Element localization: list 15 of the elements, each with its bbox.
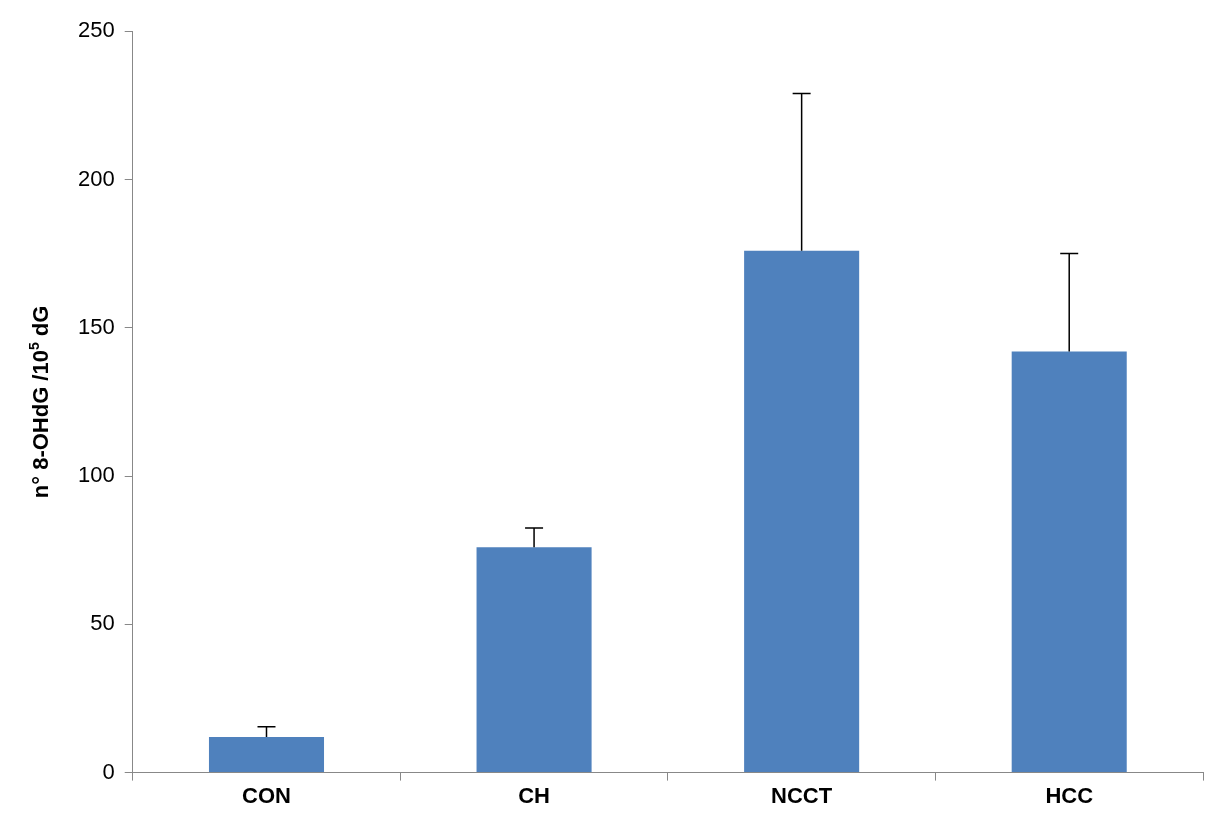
bar [208, 737, 325, 773]
y-tick-label: 200 [77, 165, 115, 191]
x-tick-label: NCCT [771, 782, 833, 808]
y-tick-label: 0 [102, 758, 115, 784]
x-tick-label: CH [518, 782, 550, 808]
x-tick-label: CON [242, 782, 291, 808]
y-tick-label: 150 [77, 313, 115, 339]
x-tick-label: HCC [1045, 782, 1094, 808]
y-tick-label: 250 [77, 17, 115, 43]
y-tick-label: 100 [77, 462, 115, 488]
bar [744, 250, 860, 773]
bar [1011, 351, 1127, 773]
y-tick-label: 50 [90, 610, 115, 636]
bar [476, 547, 592, 773]
y-axis-title: n° 8-OHdG /105 dG [26, 305, 53, 499]
